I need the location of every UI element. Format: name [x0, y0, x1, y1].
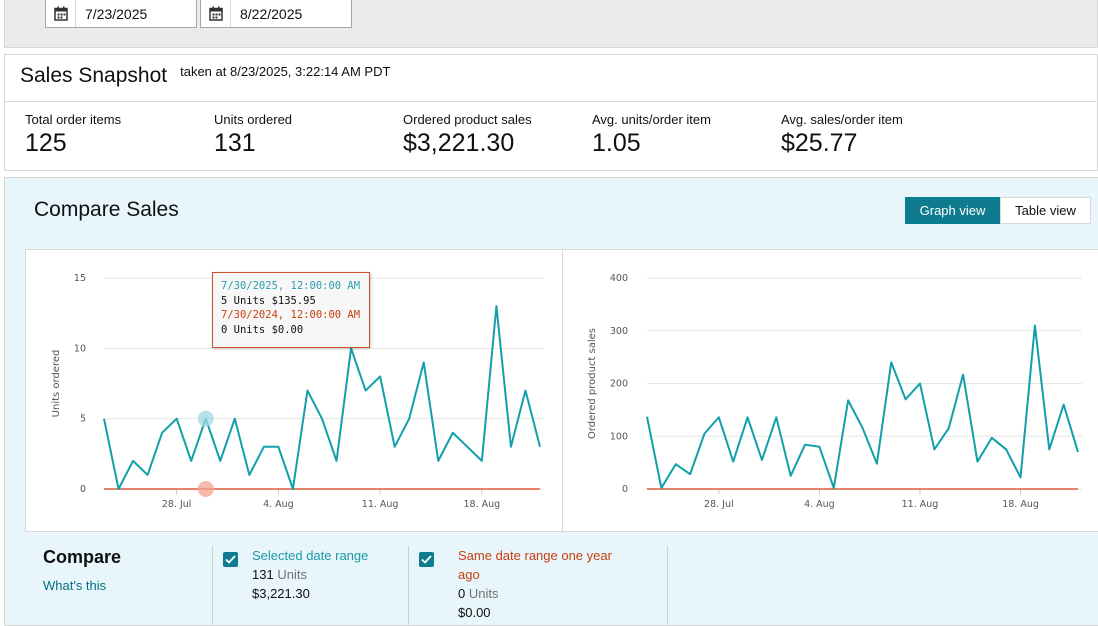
snapshot-header: Sales Snapshot taken at 8/23/2025, 3:22:… — [5, 55, 1097, 102]
metric-avg-sales-per-order-item: Avg. sales/order item $25.77 — [781, 112, 903, 158]
selected-range-sales: $3,221.30 — [252, 586, 310, 601]
units-ordered-chart[interactable]: 0 5 10 15 Units ordered 28. Jul 4. Aug 11. Aug 1… — [26, 250, 564, 533]
y-tick-label: 0 — [80, 484, 86, 495]
hover-marker-current — [197, 410, 214, 427]
y-tick-label: 100 — [610, 431, 628, 442]
divider — [667, 546, 668, 626]
compare-sales-title: Compare Sales — [34, 198, 179, 221]
start-date-value: 7/23/2025 — [85, 5, 148, 22]
metric-value: 131 — [214, 129, 256, 157]
end-date-field[interactable]: 8/22/2025 — [200, 0, 352, 28]
y-tick-label: 200 — [610, 379, 628, 390]
metric-value: 125 — [25, 129, 67, 157]
y-tick-label: 0 — [622, 484, 628, 495]
previous-year-label: Same date range one year ago — [458, 548, 612, 582]
x-tick-label: 18. Aug — [464, 499, 501, 510]
x-tick-label: 18. Aug — [1002, 499, 1039, 510]
current-series-line — [103, 305, 541, 490]
calendar-icon[interactable] — [201, 0, 231, 27]
y-tick-label: 300 — [610, 326, 628, 337]
metric-total-order-items: Total order items 125 — [25, 112, 121, 158]
snapshot-timestamp: taken at 8/23/2025, 3:22:14 AM PDT — [180, 64, 391, 79]
metric-label: Avg. sales/order item — [781, 112, 903, 127]
metric-value: 1.05 — [592, 129, 641, 157]
divider — [212, 546, 213, 626]
current-series-line — [646, 324, 1079, 489]
end-date-value: 8/22/2025 — [240, 5, 303, 22]
previous-year-sales: $0.00 — [458, 605, 491, 620]
selected-range-units: 131 Units — [252, 567, 307, 582]
whats-this-link[interactable]: What's this — [43, 578, 107, 593]
chart-tooltip: 7/30/2025, 12:00:00 AM 5 Units $135.95 7… — [212, 272, 370, 348]
metric-label: Units ordered — [214, 112, 293, 127]
y-axis-label: Ordered product sales — [587, 328, 598, 439]
calendar-icon[interactable] — [46, 0, 76, 27]
metric-label: Total order items — [25, 112, 122, 127]
compare-heading: Compare — [43, 547, 122, 567]
x-tick-label: 28. Jul — [704, 499, 734, 510]
x-tick-label: 4. Aug — [804, 499, 835, 510]
view-toggle: Graph view Table view — [905, 197, 1091, 224]
previous-year-units: 0 Units — [458, 586, 498, 601]
graph-view-button[interactable]: Graph view — [905, 197, 1000, 224]
units-count: 0 — [458, 586, 466, 601]
tooltip-previous-values: 0 Units $0.00 — [221, 323, 304, 336]
start-date-field[interactable]: 7/23/2025 — [45, 0, 197, 28]
metric-label: Ordered product sales — [403, 112, 532, 127]
date-range-bar: 7/23/2025 8/22/2025 — [4, 0, 1098, 48]
metric-label: Avg. units/order item — [592, 112, 711, 127]
y-tick-label: 10 — [74, 343, 86, 354]
metric-units-ordered: Units ordered 131 — [214, 112, 292, 158]
sales-snapshot-panel: Sales Snapshot taken at 8/23/2025, 3:22:… — [4, 54, 1098, 171]
snapshot-title: Sales Snapshot — [20, 64, 168, 87]
tooltip-current-values: 5 Units $135.95 — [221, 294, 316, 307]
selected-range-checkbox[interactable] — [223, 552, 238, 567]
y-tick-label: 400 — [610, 273, 628, 284]
x-tick-label: 11. Aug — [902, 499, 939, 510]
metric-value: $25.77 — [781, 129, 858, 157]
units-label: Units — [277, 567, 307, 582]
check-icon — [225, 555, 236, 564]
selected-range-label: Selected date range — [252, 548, 369, 563]
divider — [408, 546, 409, 626]
check-icon — [421, 555, 432, 564]
x-tick-label: 4. Aug — [263, 499, 294, 510]
compare-sales-panel: Compare Sales Graph view Table view 0 5 10… — [4, 177, 1098, 626]
metric-avg-units-per-order-item: Avg. units/order item 1.05 — [592, 112, 711, 158]
y-tick-label: 15 — [74, 273, 86, 284]
y-axis-label: Units ordered — [51, 350, 62, 418]
metric-value: $3,221.30 — [403, 129, 515, 157]
sales-chart-panel: 0 100 200 300 400 Ordered product sales 28. Ju… — [562, 249, 1098, 532]
units-label: Units — [468, 586, 499, 601]
previous-year-checkbox[interactable] — [419, 552, 434, 567]
units-count: 131 — [252, 567, 274, 582]
x-tick-label: 28. Jul — [162, 499, 192, 510]
tooltip-current-date: 7/30/2025, 12:00:00 AM — [221, 280, 361, 292]
tooltip-previous-date: 7/30/2024, 12:00:00 AM — [221, 309, 361, 321]
hover-marker-previous — [197, 481, 214, 497]
y-tick-label: 5 — [80, 414, 86, 425]
metric-ordered-product-sales: Ordered product sales $3,221.30 — [403, 112, 532, 158]
x-tick-label: 11. Aug — [362, 499, 399, 510]
ordered-product-sales-chart[interactable]: 0 100 200 300 400 Ordered product sales 28. Ju… — [563, 250, 1098, 533]
table-view-button[interactable]: Table view — [1000, 197, 1091, 224]
